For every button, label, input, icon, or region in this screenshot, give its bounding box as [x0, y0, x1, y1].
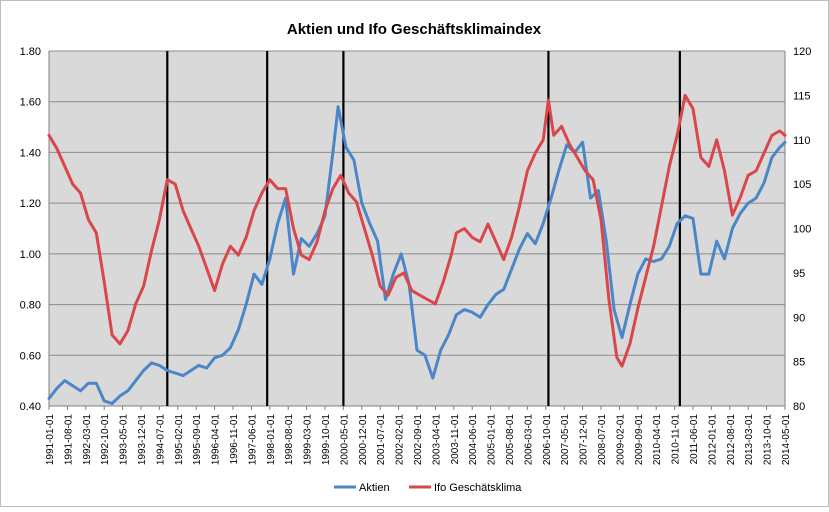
x-tick-label: 2009-09-01: [634, 414, 645, 466]
series-line-ifo: [47, 93, 787, 368]
x-tick-label: 2011-06-01: [689, 414, 700, 465]
legend-label: Ifo Geschätsklima: [434, 482, 522, 494]
y-left-tick-label: 1.00: [20, 249, 41, 261]
x-tick-label: 1996-04-01: [211, 414, 222, 466]
y-right-tick-label: 90: [793, 312, 805, 324]
x-tick-label: 2000-12-01: [358, 414, 369, 466]
y-left-tick-label: 0.60: [20, 350, 41, 362]
x-tick-label: 2013-03-01: [744, 414, 755, 466]
y-right-tick-label: 115: [793, 90, 811, 102]
series-line-aktien: [47, 105, 787, 405]
x-tick-label: 2008-07-01: [597, 414, 608, 466]
x-tick-label: 2002-02-01: [395, 414, 406, 466]
y-left-tick-label: 1.60: [20, 97, 41, 109]
x-tick-label: 1991-08-01: [63, 414, 74, 466]
y-right-tick-label: 110: [793, 135, 811, 147]
x-tick-label: 2005-08-01: [505, 414, 516, 466]
y-right-tick-label: 85: [793, 357, 805, 369]
x-tick-label: 2000-05-01: [339, 414, 350, 466]
y-right-tick-label: 80: [793, 401, 805, 413]
y-left-tick-label: 1.80: [20, 46, 41, 58]
x-tick-label: 1992-10-01: [100, 414, 111, 466]
x-tick-label: 2004-06-01: [468, 414, 479, 466]
legend-label: Aktien: [359, 482, 390, 494]
y-right-tick-label: 95: [793, 268, 805, 280]
x-tick-label: 2010-11-01: [671, 414, 682, 465]
x-tick-label: 2012-08-01: [726, 414, 737, 466]
x-tick-label: 1992-03-01: [82, 414, 93, 466]
y-left-tick-label: 0.40: [20, 401, 41, 413]
x-tick-label: 2007-12-01: [579, 414, 590, 466]
x-tick-label: 1993-12-01: [137, 414, 148, 466]
plot-area: 0.40 0.60 0.80 1.00 1.20 1.40 1.60 1.80 80 85 90 95…: [20, 46, 812, 465]
y-left-tick-label: 0.80: [20, 300, 41, 312]
x-tick-label: 1999-10-01: [321, 414, 332, 466]
x-tick-label: 2003-11-01: [450, 414, 461, 465]
x-tick-label: 1993-05-01: [119, 414, 130, 466]
x-tick-label: 2009-02-01: [615, 414, 626, 466]
y-right-tick-label: 100: [793, 224, 811, 236]
x-tick-label: 1998-08-01: [284, 414, 295, 466]
x-tick-label: 2007-05-01: [560, 414, 571, 466]
x-tick-label: 1998-01-01: [266, 414, 277, 466]
x-tick-label: 2003-04-01: [431, 414, 442, 466]
x-tick-label: 2012-01-01: [707, 414, 718, 466]
chart-title: Aktien und Ifo Geschäftsklimaindex: [287, 21, 542, 38]
y-left-tick-label: 1.20: [20, 198, 41, 210]
x-tick-label: 1991-01-01: [45, 414, 56, 466]
x-tick-label: 2006-10-01: [542, 414, 553, 466]
y-left-tick-label: 1.40: [20, 147, 41, 159]
x-tick-label: 2013-10-01: [763, 414, 774, 466]
x-tick-label: 2010-04-01: [652, 414, 663, 466]
x-tick-label: 2014-05-01: [781, 414, 792, 466]
x-tick-label: 1995-09-01: [192, 414, 203, 466]
x-tick-label: 1997-06-01: [247, 414, 258, 466]
legend: Aktien Ifo Geschätsklima: [334, 482, 522, 494]
x-tick-label: 2002-09-01: [413, 414, 424, 466]
x-tick-label: 1996-11-01: [229, 414, 240, 465]
x-tick-label: 2006-03-01: [523, 414, 534, 466]
x-tick-label: 1999-03-01: [303, 414, 314, 466]
x-tick-label: 1995-02-01: [174, 414, 185, 466]
x-tick-label: 2005-01-01: [487, 414, 498, 466]
x-tick-label: 2001-07-01: [376, 414, 387, 466]
x-tick-label: 1994-07-01: [155, 414, 166, 466]
y-right-tick-label: 120: [793, 46, 811, 58]
y-right-tick-label: 105: [793, 179, 811, 191]
